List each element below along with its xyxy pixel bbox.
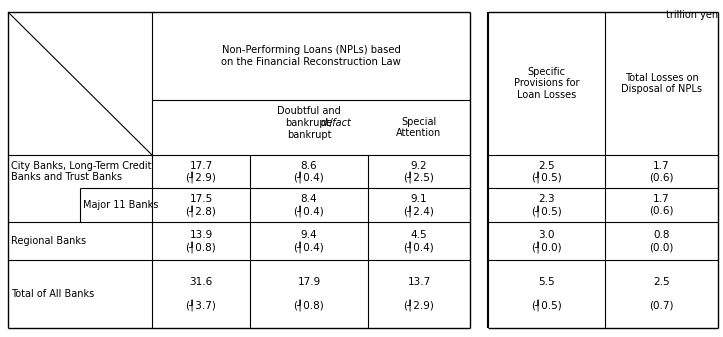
Text: (┦0.5): (┦0.5) [531, 300, 562, 311]
Text: (┦0.5): (┦0.5) [531, 171, 562, 183]
Text: (┦2.8): (┦2.8) [186, 205, 216, 217]
Text: (┦0.8): (┦0.8) [294, 300, 325, 311]
Text: 9.1: 9.1 [411, 194, 427, 204]
Text: 0.8: 0.8 [654, 229, 669, 240]
Text: City Banks, Long-Term Credit
Banks and Trust Banks: City Banks, Long-Term Credit Banks and T… [11, 161, 152, 182]
Text: Specific
Provisions for
Loan Losses: Specific Provisions for Loan Losses [514, 67, 579, 100]
Text: Special
Attention: Special Attention [396, 117, 442, 138]
Text: (┦0.4): (┦0.4) [294, 242, 325, 253]
Text: (┦0.4): (┦0.4) [294, 205, 325, 217]
Text: 1.7: 1.7 [653, 161, 669, 171]
Text: 9.4: 9.4 [301, 229, 317, 240]
Text: 4.5: 4.5 [411, 229, 427, 240]
Text: 13.7: 13.7 [407, 277, 431, 287]
Text: Doubtful and: Doubtful and [277, 106, 341, 116]
Text: Total of All Banks: Total of All Banks [11, 289, 94, 299]
Text: (┦0.4): (┦0.4) [403, 242, 435, 253]
Text: 31.6: 31.6 [189, 277, 213, 287]
Text: Non-Performing Loans (NPLs) based
on the Financial Reconstruction Law: Non-Performing Loans (NPLs) based on the… [221, 45, 401, 67]
Text: (┦0.5): (┦0.5) [531, 205, 562, 217]
Text: (┦0.0): (┦0.0) [531, 242, 562, 253]
Text: (0.6): (0.6) [649, 172, 674, 182]
Text: (0.7): (0.7) [649, 301, 674, 311]
Text: (┦0.4): (┦0.4) [294, 171, 325, 183]
Text: (┦2.9): (┦2.9) [403, 300, 435, 311]
Text: 5.5: 5.5 [538, 277, 555, 287]
Text: Total Losses on
Disposal of NPLs: Total Losses on Disposal of NPLs [621, 73, 702, 94]
Text: 8.6: 8.6 [301, 161, 317, 171]
Text: 17.7: 17.7 [189, 161, 213, 171]
Text: bankrupt/: bankrupt/ [285, 118, 333, 128]
Bar [470, 12, 488, 328]
Text: Regional Banks: Regional Banks [11, 236, 86, 246]
Text: (┦2.4): (┦2.4) [403, 205, 435, 217]
Text: defact: defact [321, 118, 352, 128]
Text: 17.5: 17.5 [189, 194, 213, 204]
Text: Major 11 Banks: Major 11 Banks [83, 200, 158, 210]
Text: 2.3: 2.3 [538, 194, 555, 204]
Text: (┦2.5): (┦2.5) [403, 171, 435, 183]
Text: (┦0.8): (┦0.8) [186, 242, 216, 253]
Text: bankrupt: bankrupt [287, 130, 331, 140]
Text: (0.6): (0.6) [649, 206, 674, 216]
Text: 2.5: 2.5 [538, 161, 555, 171]
Text: 2.5: 2.5 [653, 277, 669, 287]
Text: 13.9: 13.9 [189, 229, 213, 240]
Text: 8.4: 8.4 [301, 194, 317, 204]
Text: (┦3.7): (┦3.7) [186, 300, 216, 311]
Text: (┦2.9): (┦2.9) [186, 171, 216, 183]
Text: 17.9: 17.9 [297, 277, 320, 287]
Text: (0.0): (0.0) [649, 242, 674, 252]
Text: 9.2: 9.2 [411, 161, 427, 171]
Text: 1.7: 1.7 [653, 194, 669, 204]
Text: trillion yen: trillion yen [666, 10, 718, 20]
Text: 3.0: 3.0 [538, 229, 555, 240]
